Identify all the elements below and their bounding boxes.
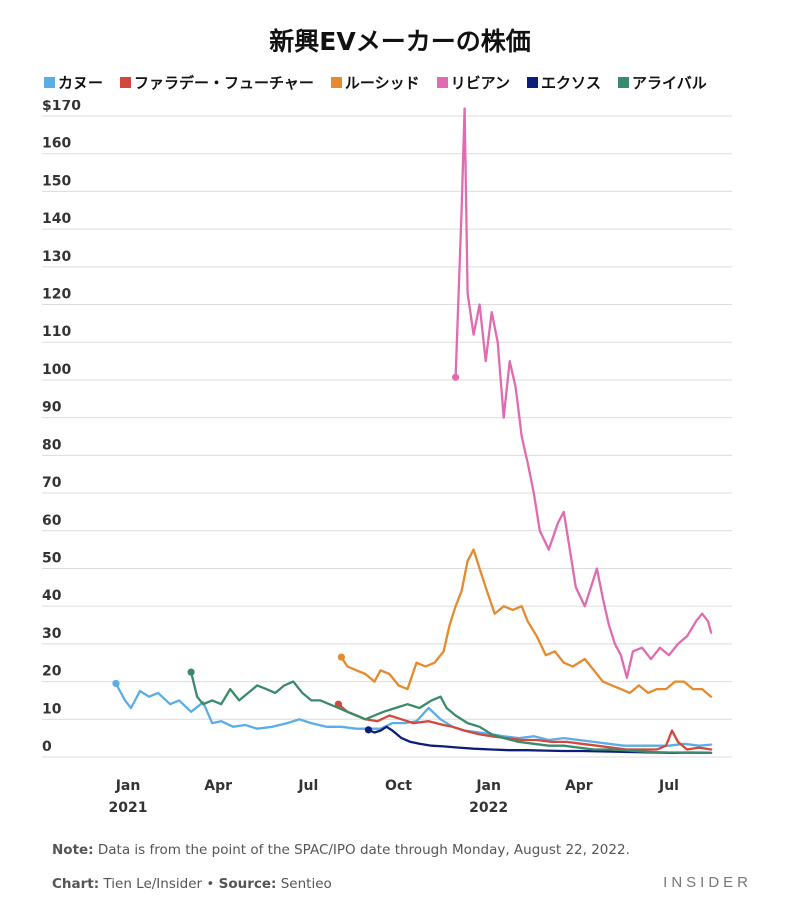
chart-title: 新興EVメーカーの株価 [269, 27, 531, 56]
x-tick-label: Oct [385, 778, 412, 794]
note-text: Data is from the point of the SPAC/IPO d… [93, 842, 630, 858]
y-tick-label: 110 [42, 324, 71, 340]
y-tick-label: 90 [42, 400, 62, 416]
series-start-dot-5 [187, 668, 195, 676]
legend-label: ルーシッド [344, 74, 420, 92]
y-tick-label: 20 [42, 664, 62, 680]
chart-credit-label: Chart: [52, 876, 100, 892]
series-line-0 [114, 682, 713, 747]
y-tick-label: 160 [42, 136, 71, 152]
y-tick-label: 140 [42, 211, 71, 227]
legend-item: ルーシッド [330, 72, 420, 93]
x-tick-label: Jul [297, 778, 318, 794]
legend-label: カヌー [58, 74, 104, 92]
chart-legend: カヌー ファラデー・フューチャー ルーシッド リビアン エクソス アライバル [44, 72, 780, 93]
x-tick-label: Jul [658, 778, 679, 794]
legend-swatch [526, 77, 538, 88]
legend-item: アライバル [618, 72, 707, 93]
y-tick-label: 10 [42, 701, 62, 717]
y-tick-label: 80 [42, 437, 62, 453]
series-start-dot-3 [452, 373, 460, 381]
x-tick-year-label: 2022 [469, 800, 508, 816]
legend-label: ファラデー・フューチャー [134, 74, 314, 92]
legend-label: アライバル [632, 74, 707, 92]
source-label: Source: [218, 876, 277, 892]
series-start-dot-2 [337, 653, 345, 661]
legend-swatch [618, 77, 629, 88]
legend-swatch [330, 77, 342, 88]
y-tick-label: 50 [42, 550, 62, 566]
legend-item: エクソス [526, 72, 601, 93]
legend-item: リビアン [436, 72, 510, 93]
legend-swatch [436, 77, 448, 88]
legend-swatch [120, 77, 132, 88]
x-tick-year-label: 2021 [109, 800, 148, 816]
y-tick-label: $170 [42, 100, 81, 114]
brand-logo: INSIDER [663, 874, 752, 891]
legend-item: ファラデー・フューチャー [120, 72, 314, 93]
series-line-5 [189, 671, 713, 755]
series-start-dot-4 [364, 726, 373, 734]
axis-labels-layer: 0 10 20 30 40 50 60 70 80 90 100 110 120 130 140 150 160… [42, 100, 679, 816]
x-tick-label: Apr [204, 778, 232, 794]
grid-layer [42, 115, 732, 758]
y-tick-label: 150 [42, 173, 71, 189]
y-tick-label: 40 [42, 588, 62, 604]
x-tick-label: Jan [115, 778, 141, 794]
y-tick-label: 70 [42, 475, 62, 491]
note-label: Note: [52, 842, 94, 858]
source-text: Sentieo [276, 876, 332, 892]
y-tick-label: 60 [42, 513, 62, 529]
line-chart: 0 10 20 30 40 50 60 70 80 90 100 110 120 130 140 150 160… [42, 100, 732, 816]
series-line-2 [340, 548, 713, 698]
legend-swatch [44, 77, 55, 88]
chart-credit: Chart: Tien Le/Insider • Source: Sentieo [52, 876, 332, 892]
legend-label: エクソス [540, 74, 601, 92]
series-line-3 [454, 107, 713, 679]
y-tick-label: 100 [42, 362, 71, 378]
series-start-dot-0 [112, 679, 120, 688]
x-tick-label: Jan [475, 778, 501, 794]
legend-item: カヌー [44, 72, 103, 93]
chart-note: Note: Data is from the point of the SPAC… [52, 842, 630, 858]
series-line-1 [337, 703, 713, 751]
y-tick-label: 0 [42, 739, 52, 755]
y-tick-label: 120 [42, 287, 71, 303]
y-tick-label: 130 [42, 249, 71, 265]
chart-credit-text: Tien Le/Insider • [99, 876, 219, 892]
y-tick-label: 30 [42, 626, 62, 642]
legend-label: リビアン [450, 74, 510, 92]
x-tick-label: Apr [565, 778, 593, 794]
series-layer [112, 107, 713, 755]
